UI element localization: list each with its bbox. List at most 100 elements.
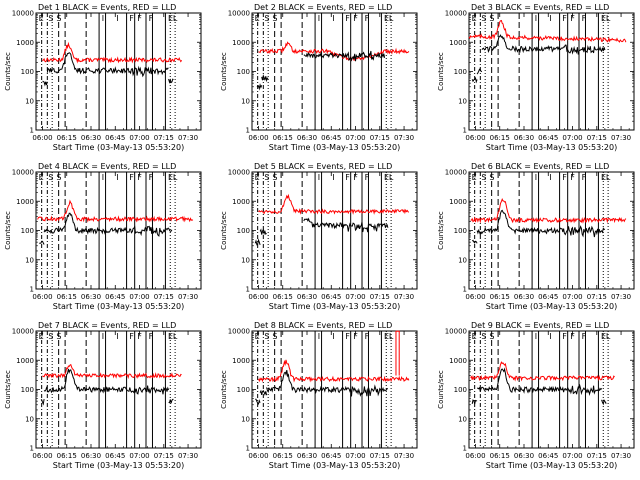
events-series-line: [471, 399, 478, 405]
marker-letter: I: [318, 14, 320, 23]
y-tick-label: 10000: [12, 10, 34, 18]
marker-letter: F: [149, 173, 154, 182]
marker-letter: F: [582, 173, 587, 182]
x-tick-label: 06:45: [105, 452, 125, 460]
x-axis-label: Start Time (03-May-13 05:53:20): [486, 302, 617, 311]
y-tick-label: 100: [454, 386, 467, 394]
panel-title: Det 6 BLACK = Events, RED = LLD: [471, 162, 609, 171]
marker-letter: E: [472, 14, 477, 23]
panel-det-9: Det 9 BLACK = Events, RED = LLD 1 10 100 100…: [437, 321, 635, 470]
y-tick-label: 1: [30, 286, 34, 294]
marker-letter: E: [384, 173, 389, 182]
x-tick-label: 07:00: [345, 134, 365, 142]
y-tick-label: 100: [21, 68, 34, 76]
marker-letter: I: [535, 332, 537, 341]
y-tick-label: 1: [463, 286, 467, 294]
marker-letter: F: [353, 173, 358, 182]
x-tick-label: 06:30: [297, 134, 317, 142]
x-axis-label: Start Time (03-May-13 05:53:20): [486, 143, 617, 152]
marker-letter: S: [48, 332, 53, 341]
y-tick-label: 1000: [449, 39, 467, 47]
x-tick-label: 06:30: [81, 452, 101, 460]
x-tick-label: 06:45: [321, 134, 341, 142]
y-axis-label: Counts/sec: [4, 370, 12, 409]
x-tick-label: 06:30: [81, 134, 101, 142]
panel-det-1: Det 1 BLACK = Events, RED = LLD 1 10 100 100…: [4, 3, 202, 152]
y-tick-label: 1000: [449, 198, 467, 206]
marker-letter: E: [168, 332, 173, 341]
marker-letter: I: [535, 173, 537, 182]
marker-letter: F: [345, 173, 350, 182]
x-tick-label: 06:00: [465, 293, 485, 301]
events-series-line: [261, 74, 269, 83]
marker-letter: S: [56, 173, 61, 182]
marker-letter: F: [582, 332, 587, 341]
marker-letter: I: [116, 14, 118, 23]
y-tick-label: 10: [241, 415, 250, 423]
y-tick-label: 10000: [445, 169, 467, 177]
x-tick-label: 06:15: [57, 293, 77, 301]
marker-letter: S: [272, 332, 277, 341]
x-tick-label: 06:00: [248, 293, 268, 301]
marker-letter: F: [562, 14, 567, 23]
panel-title: Det 3 BLACK = Events, RED = LLD: [471, 3, 609, 12]
x-tick-label: 06:30: [514, 293, 534, 301]
x-tick-label: 06:45: [105, 293, 125, 301]
marker-letter: I: [102, 14, 104, 23]
marker-letter: I: [318, 332, 320, 341]
events-series-line: [601, 399, 607, 406]
y-tick-label: 100: [21, 386, 34, 394]
marker-letter: I: [535, 14, 537, 23]
marker-letter: E: [168, 173, 173, 182]
x-tick-label: 06:15: [273, 134, 293, 142]
x-tick-label: 07:30: [394, 134, 414, 142]
x-tick-label: 07:00: [345, 452, 365, 460]
panel-det-7: Det 7 BLACK = Events, RED = LLD 1 10 100 100…: [4, 321, 202, 470]
x-axis-label: Start Time (03-May-13 05:53:20): [53, 143, 184, 152]
marker-letter: F: [562, 332, 567, 341]
x-axis-label: Start Time (03-May-13 05:53:20): [269, 461, 400, 470]
marker-letter: F: [129, 14, 134, 23]
y-axis-label: Counts/sec: [4, 52, 12, 91]
marker-letter: L: [606, 14, 611, 23]
marker-letter: I: [116, 173, 118, 182]
x-tick-label: 06:15: [490, 134, 510, 142]
lld-series-line: [42, 363, 182, 380]
marker-letter: F: [129, 173, 134, 182]
marker-letter: I: [549, 173, 551, 182]
y-tick-label: 100: [454, 68, 467, 76]
x-tick-label: 07:15: [154, 293, 174, 301]
y-tick-label: 10: [458, 415, 467, 423]
events-series-line: [471, 239, 478, 244]
x-tick-label: 07:15: [370, 134, 390, 142]
x-tick-label: 07:30: [611, 452, 631, 460]
y-tick-label: 10: [241, 256, 250, 264]
panel-title: Det 7 BLACK = Events, RED = LLD: [38, 321, 176, 330]
events-series-line: [266, 370, 389, 397]
marker-letter: F: [365, 332, 370, 341]
marker-letter: S: [489, 14, 494, 23]
events-series-line: [477, 367, 603, 397]
marker-letter: I: [116, 332, 118, 341]
marker-letter: S: [489, 173, 494, 182]
lld-series-line: [468, 19, 627, 43]
events-series-line: [43, 368, 170, 395]
panel-title: Det 8 BLACK = Events, RED = LLD: [254, 321, 392, 330]
y-tick-label: 1000: [232, 39, 250, 47]
marker-letter: L: [173, 332, 178, 341]
x-axis-label: Start Time (03-May-13 05:53:20): [269, 143, 400, 152]
y-tick-label: 1000: [232, 357, 250, 365]
marker-letter: F: [353, 14, 358, 23]
x-tick-label: 06:45: [321, 452, 341, 460]
x-tick-label: 07:30: [611, 134, 631, 142]
x-tick-label: 07:00: [562, 452, 582, 460]
events-series-line: [471, 76, 478, 84]
marker-letter: S: [56, 332, 61, 341]
marker-letter: E: [601, 332, 606, 341]
x-tick-label: 06:45: [321, 293, 341, 301]
x-tick-label: 06:15: [490, 452, 510, 460]
marker-letter: S: [489, 332, 494, 341]
panel-det-2: Det 2 BLACK = Events, RED = LLD 1 10 100 100…: [220, 3, 418, 152]
panel-det-5: Det 5 BLACK = Events, RED = LLD 1 10 100 100…: [220, 162, 418, 311]
x-tick-label: 06:45: [105, 134, 125, 142]
